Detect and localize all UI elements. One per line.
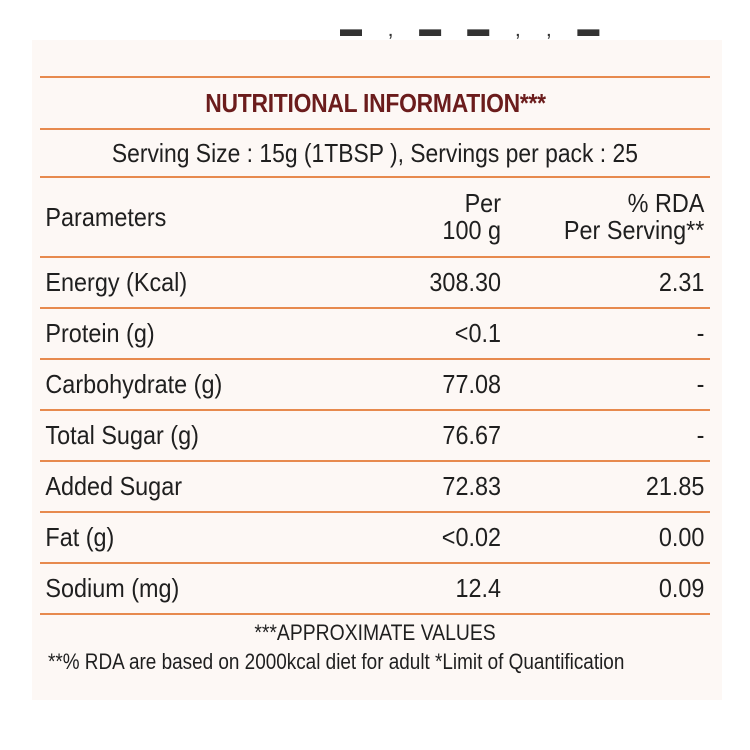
table-rule: [40, 76, 710, 78]
row-rda: -: [696, 318, 705, 348]
footnote-approximate: ***APPROXIMATE VALUES: [254, 620, 496, 645]
header-per-100g-line2: 100 g: [442, 215, 501, 245]
nutrition-table: NUTRITIONAL INFORMATION*** Serving Size …: [40, 76, 710, 615]
header-rda-line1: % RDA: [627, 188, 705, 218]
table-rule: [40, 409, 710, 411]
row-per-100g: 77.08: [442, 369, 501, 399]
row-rda: 21.85: [645, 471, 705, 501]
header-parameters: Parameters: [45, 201, 167, 232]
row-rda: 0.00: [658, 522, 705, 552]
table-rule: [40, 460, 710, 462]
footnote-rda-basis: **% RDA are based on 2000kcal diet for a…: [48, 648, 710, 676]
row-parameter: Carbohydrate (g): [45, 369, 223, 399]
row-rda: -: [696, 420, 705, 450]
table-row: Carbohydrate (g) 77.08 -: [40, 360, 710, 409]
row-per-100g: 72.83: [442, 471, 501, 501]
table-row: Sodium (mg) 12.4 0.09: [40, 564, 710, 613]
footnotes: ***APPROXIMATE VALUES **% RDA are based …: [40, 618, 710, 674]
row-parameter: Total Sugar (g): [45, 420, 199, 450]
row-per-100g: <0.02: [441, 522, 501, 552]
header-per-100g: Per 100 g: [389, 188, 501, 245]
table-rule: [40, 176, 710, 178]
table-rule: [40, 511, 710, 513]
row-parameter: Sodium (mg): [45, 573, 180, 603]
row-parameter: Protein (g): [45, 318, 155, 348]
table-title: NUTRITIONAL INFORMATION***: [204, 87, 546, 118]
serving-row: Serving Size : 15g (1TBSP ), Servings pe…: [40, 130, 710, 176]
table-rule: [40, 128, 710, 130]
table-row: Protein (g) <0.1 -: [40, 309, 710, 358]
table-rule: [40, 256, 710, 258]
table-rule: [40, 562, 710, 564]
row-per-100g: 12.4: [455, 573, 501, 603]
header-rda: % RDA Per Serving**: [522, 190, 708, 244]
table-rule: [40, 358, 710, 360]
header-per-100g-line1: Per: [464, 188, 501, 218]
table-header-row: Parameters Per 100 g % RDA Per Serving**: [40, 178, 710, 256]
row-rda: 0.09: [658, 573, 705, 603]
footnote-rda-text: **% RDA are based on 2000kcal diet for a…: [48, 649, 625, 674]
table-rule: [40, 307, 710, 309]
table-row: Fat (g) <0.02 0.00: [40, 513, 710, 562]
row-rda: 2.31: [658, 267, 705, 297]
label-background: [32, 40, 722, 700]
row-parameter: Energy (Kcal): [45, 267, 188, 297]
row-per-100g: 308.30: [429, 267, 501, 297]
row-parameter: Added Sugar: [45, 471, 183, 501]
serving-info: Serving Size : 15g (1TBSP ), Servings pe…: [111, 137, 639, 168]
row-parameter: Fat (g): [45, 522, 115, 552]
table-row: Added Sugar 72.83 21.85: [40, 462, 710, 511]
row-per-100g: <0.1: [454, 318, 501, 348]
title-row: NUTRITIONAL INFORMATION***: [40, 78, 710, 128]
header-rda-line2: Per Serving**: [563, 215, 705, 245]
row-rda: -: [696, 369, 705, 399]
table-rule: [40, 613, 710, 615]
table-row: Total Sugar (g) 76.67 -: [40, 411, 710, 460]
table-row: Energy (Kcal) 308.30 2.31: [40, 258, 710, 307]
row-per-100g: 76.67: [442, 420, 501, 450]
cropped-text-fragment: ▬ ‚ ▬ ▬ ‚ ‚ ▬: [340, 26, 610, 41]
